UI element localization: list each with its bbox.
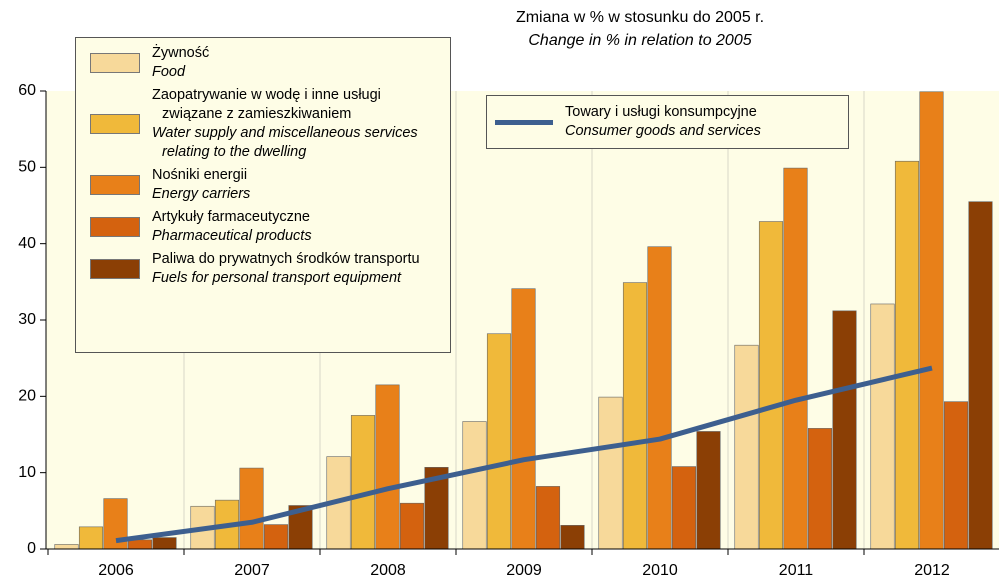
legend-swatch xyxy=(90,114,140,134)
bar xyxy=(622,282,648,550)
bar xyxy=(968,201,993,550)
legend-label-en: Food xyxy=(152,64,186,80)
legend-label: Towary i usługi konsumpcyjne xyxy=(565,104,757,120)
y-tick-label: 60 xyxy=(18,82,36,99)
y-tick-label: 0 xyxy=(27,540,36,557)
legend-label-en: Energy carriers xyxy=(152,186,251,202)
bar-legend: Żywność Food Zaopatrywanie w wodę i inne u… xyxy=(75,37,451,353)
x-tick-label: 2008 xyxy=(370,562,406,579)
bar xyxy=(486,333,512,550)
bar xyxy=(462,421,487,550)
bar xyxy=(239,467,264,550)
x-tick-label: 2006 xyxy=(98,562,134,579)
bar xyxy=(894,160,920,550)
legend-label-en: Consumer goods and services xyxy=(565,123,761,139)
line-legend: Towary i usługi konsumpcyjne Consumer goo… xyxy=(486,95,849,149)
legend-item: Paliwa do prywatnych środków transportu F… xyxy=(90,250,444,288)
y-tick-label: 20 xyxy=(18,388,36,405)
bar xyxy=(350,415,376,550)
legend-label: Żywność xyxy=(152,45,210,61)
legend-item: Żywność Food xyxy=(90,44,444,82)
x-tick-label: 2010 xyxy=(642,562,678,579)
bar xyxy=(54,544,79,550)
legend-swatch xyxy=(90,259,140,279)
bar xyxy=(152,537,177,550)
legend-swatch xyxy=(90,175,140,195)
bar xyxy=(399,502,425,550)
y-tick-label: 10 xyxy=(18,464,36,481)
legend-text: Nośniki energii Energy carriers xyxy=(152,166,250,204)
bar xyxy=(263,524,289,550)
chart-title: Zmiana w % w stosunku do 2005 r. xyxy=(516,9,764,26)
legend-swatch xyxy=(90,217,140,237)
legend-label: Artykuły farmaceutyczne xyxy=(152,209,310,225)
bar xyxy=(783,167,808,550)
line-series xyxy=(115,365,933,544)
x-tick-label: 2009 xyxy=(506,562,542,579)
bar xyxy=(560,525,585,550)
x-tick-label: 2007 xyxy=(234,562,270,579)
legend-item: Artykuły farmaceutyczne Pharmaceutical pr… xyxy=(90,208,444,246)
bar xyxy=(78,526,104,550)
x-tick-label: 2012 xyxy=(914,562,950,579)
legend-text: Zaopatrywanie w wodę i inne usługi związ… xyxy=(152,86,444,162)
legend-label: Nośniki energii xyxy=(152,167,248,183)
bar xyxy=(832,310,857,550)
bar xyxy=(919,91,944,550)
legend-text: Towary i usługi konsumpcyjne Consumer goo… xyxy=(565,103,761,141)
bar xyxy=(807,428,833,550)
bar xyxy=(127,539,153,550)
bar xyxy=(511,288,536,550)
chart-subtitle: Change in % in relation to 2005 xyxy=(528,32,751,49)
y-tick-label: 50 xyxy=(18,159,36,176)
legend-item: Zaopatrywanie w wodę i inne usługi związ… xyxy=(90,86,444,162)
legend-swatch xyxy=(90,53,140,73)
legend-text: Artykuły farmaceutyczne Pharmaceutical pr… xyxy=(152,208,312,246)
bar xyxy=(758,221,784,550)
bar xyxy=(598,396,623,550)
legend-text: Żywność Food xyxy=(152,44,209,82)
legend-label-en: Pharmaceutical products xyxy=(152,228,312,244)
bar xyxy=(870,303,895,550)
legend-label-en: Water supply and miscellaneous services … xyxy=(152,125,418,160)
y-tick-label: 30 xyxy=(18,311,36,328)
legend-text: Paliwa do prywatnych środków transportu F… xyxy=(152,250,420,288)
legend-item: Nośniki energii Energy carriers xyxy=(90,166,444,204)
legend-label: Zaopatrywanie w wodę i inne usługi związ… xyxy=(152,87,381,122)
bar xyxy=(696,431,721,550)
bar xyxy=(671,466,697,550)
bar xyxy=(943,401,969,550)
legend-swatch xyxy=(495,119,553,125)
bar xyxy=(647,246,672,550)
bar xyxy=(734,344,759,550)
legend-label: Paliwa do prywatnych środków transportu xyxy=(152,251,420,267)
x-tick-label: 2011 xyxy=(779,562,814,579)
bar xyxy=(535,486,561,550)
y-tick-label: 40 xyxy=(18,235,36,252)
bar xyxy=(375,384,400,550)
legend-label-en: Fuels for personal transport equipment xyxy=(152,270,402,286)
